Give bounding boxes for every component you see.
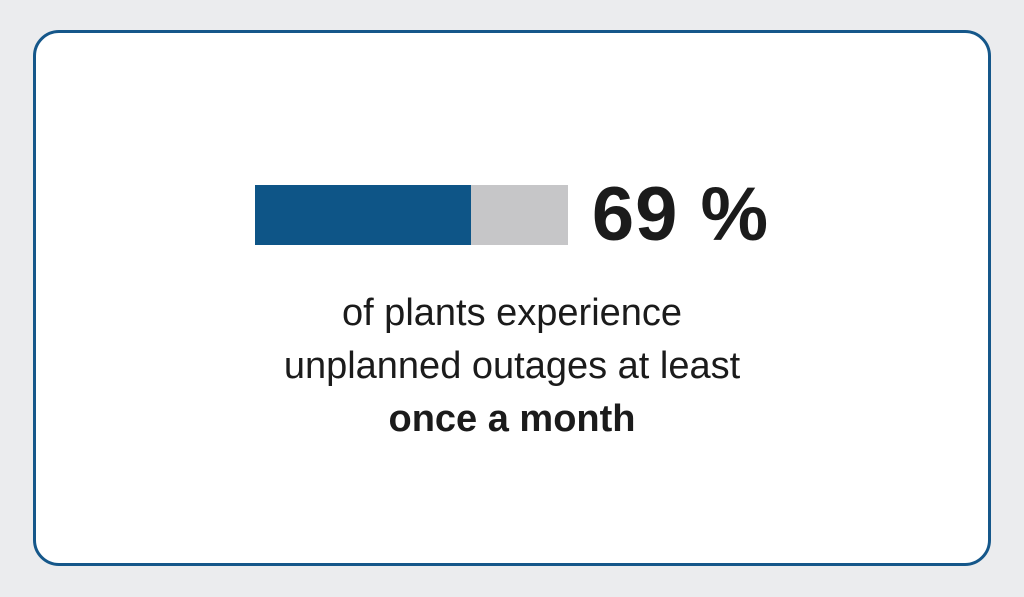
description-line-3: once a month [388,398,636,440]
progress-fill [254,185,471,245]
stat-row: 69 % [36,172,988,257]
stat-card: 69 % of plants experience unplanned outa… [33,30,991,566]
description-line-1: of plants experience [341,292,683,334]
description-line-2: unplanned outages at least [283,345,741,387]
progress-bar [254,185,568,245]
stat-description: of plants experience unplanned outages a… [36,287,988,446]
stat-value: 69 % [591,172,770,257]
